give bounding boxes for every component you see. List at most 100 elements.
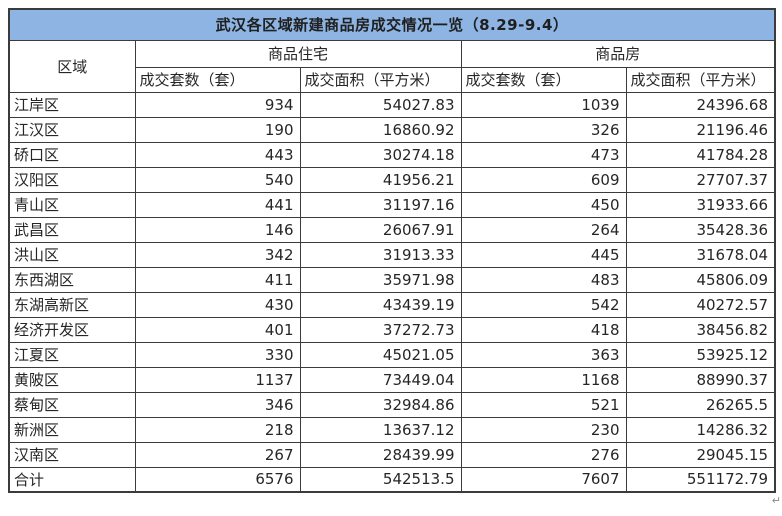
region-cell: 硚口区: [8, 141, 136, 168]
commercial-area-cell: 14286.32: [625, 416, 776, 443]
region-cell: 青山区: [8, 191, 136, 218]
paragraph-return-mark: ↵: [771, 494, 781, 507]
table-row: 武昌区 146 26067.91 264 35428.36: [8, 216, 776, 243]
residential-units-cell: 218: [134, 416, 301, 443]
residential-area-cell: 31913.33: [299, 241, 462, 268]
commercial-units-cell: 326: [460, 116, 627, 143]
table-row: 黄陂区 1137 73449.04 1168 88990.37: [8, 366, 776, 393]
residential-units-cell: 6576: [134, 466, 301, 493]
column-header-residential-units: 成交套数（套）: [134, 66, 301, 93]
group-header-row: 区域 商品住宅 商品房: [8, 39, 776, 93]
commercial-area-cell: 38456.82: [625, 316, 776, 343]
column-group-commercial: 商品房: [460, 39, 776, 68]
commercial-units-cell: 483: [460, 266, 627, 293]
table-title: 武汉各区域新建商品房成交情况一览（8.29-9.4）: [8, 8, 776, 41]
total-row: 合计 6576 542513.5 7607 551172.79: [8, 466, 776, 493]
region-cell: 江汉区: [8, 116, 136, 143]
residential-area-cell: 35971.98: [299, 266, 462, 293]
region-cell: 蔡甸区: [8, 391, 136, 418]
commercial-units-cell: 609: [460, 166, 627, 193]
commercial-units-cell: 473: [460, 141, 627, 168]
commercial-units-cell: 521: [460, 391, 627, 418]
residential-area-cell: 13637.12: [299, 416, 462, 443]
column-header-commercial-units: 成交套数（套）: [460, 66, 627, 93]
table-row: 江岸区 934 54027.83 1039 24396.68: [8, 91, 776, 118]
residential-area-cell: 45021.05: [299, 341, 462, 368]
region-cell: 东西湖区: [8, 266, 136, 293]
title-row: 武汉各区域新建商品房成交情况一览（8.29-9.4）: [8, 8, 776, 41]
commercial-area-cell: 40272.57: [625, 291, 776, 318]
column-group-residential: 商品住宅: [134, 39, 462, 68]
residential-area-cell: 30274.18: [299, 141, 462, 168]
commercial-area-cell: 35428.36: [625, 216, 776, 243]
commercial-area-cell: 41784.28: [625, 141, 776, 168]
transactions-table: 武汉各区域新建商品房成交情况一览（8.29-9.4） 区域 商品住宅 商品房 成…: [8, 8, 777, 493]
column-header-region: 区域: [8, 39, 136, 93]
commercial-area-cell: 29045.15: [625, 441, 776, 468]
commercial-units-cell: 542: [460, 291, 627, 318]
commercial-units-cell: 1039: [460, 91, 627, 118]
residential-units-cell: 190: [134, 116, 301, 143]
commercial-area-cell: 24396.68: [625, 91, 776, 118]
region-cell: 江夏区: [8, 341, 136, 368]
table-row: 江汉区 190 16860.92 326 21196.46: [8, 116, 776, 143]
commercial-units-cell: 264: [460, 216, 627, 243]
commercial-units-cell: 418: [460, 316, 627, 343]
region-cell: 汉南区: [8, 441, 136, 468]
region-cell: 新洲区: [8, 416, 136, 443]
sub-header-row: 成交套数（套） 成交面积（平方米） 成交套数（套） 成交面积（平方米）: [9, 66, 776, 93]
residential-area-cell: 54027.83: [299, 91, 462, 118]
region-cell: 黄陂区: [8, 366, 136, 393]
residential-area-cell: 37272.73: [299, 316, 462, 343]
residential-units-cell: 146: [134, 216, 301, 243]
table-row: 青山区 441 31197.16 450 31933.66: [8, 191, 776, 218]
residential-units-cell: 430: [134, 291, 301, 318]
residential-area-cell: 41956.21: [299, 166, 462, 193]
commercial-units-cell: 7607: [460, 466, 627, 493]
residential-area-cell: 28439.99: [299, 441, 462, 468]
residential-area-cell: 26067.91: [299, 216, 462, 243]
residential-units-cell: 441: [134, 191, 301, 218]
commercial-units-cell: 363: [460, 341, 627, 368]
residential-units-cell: 401: [134, 316, 301, 343]
region-cell: 武昌区: [8, 216, 136, 243]
table-row: 汉阳区 540 41956.21 609 27707.37: [8, 166, 776, 193]
region-cell: 合计: [8, 466, 136, 493]
region-cell: 经济开发区: [8, 316, 136, 343]
residential-area-cell: 32984.86: [299, 391, 462, 418]
table-row: 新洲区 218 13637.12 230 14286.32: [8, 416, 776, 443]
column-header-commercial-area: 成交面积（平方米）: [625, 66, 776, 93]
table-row: 经济开发区 401 37272.73 418 38456.82: [8, 316, 776, 343]
residential-units-cell: 540: [134, 166, 301, 193]
residential-area-cell: 73449.04: [299, 366, 462, 393]
table-row: 江夏区 330 45021.05 363 53925.12: [8, 341, 776, 368]
region-cell: 洪山区: [8, 241, 136, 268]
table-row: 东西湖区 411 35971.98 483 45806.09: [8, 266, 776, 293]
commercial-area-cell: 26265.5: [625, 391, 776, 418]
residential-units-cell: 267: [134, 441, 301, 468]
residential-area-cell: 43439.19: [299, 291, 462, 318]
residential-area-cell: 31197.16: [299, 191, 462, 218]
commercial-units-cell: 1168: [460, 366, 627, 393]
region-cell: 汉阳区: [8, 166, 136, 193]
commercial-units-cell: 230: [460, 416, 627, 443]
residential-units-cell: 346: [134, 391, 301, 418]
table-row: 东湖高新区 430 43439.19 542 40272.57: [8, 291, 776, 318]
commercial-area-cell: 88990.37: [625, 366, 776, 393]
region-cell: 江岸区: [8, 91, 136, 118]
table-row: 洪山区 342 31913.33 445 31678.04: [8, 241, 776, 268]
column-header-residential-area: 成交面积（平方米）: [299, 66, 462, 93]
commercial-units-cell: 276: [460, 441, 627, 468]
commercial-units-cell: 450: [460, 191, 627, 218]
table-row: 汉南区 267 28439.99 276 29045.15: [8, 441, 776, 468]
region-cell: 东湖高新区: [8, 291, 136, 318]
residential-units-cell: 330: [134, 341, 301, 368]
commercial-area-cell: 45806.09: [625, 266, 776, 293]
commercial-units-cell: 445: [460, 241, 627, 268]
residential-units-cell: 1137: [134, 366, 301, 393]
residential-area-cell: 542513.5: [299, 466, 462, 493]
table-row: 蔡甸区 346 32984.86 521 26265.5: [8, 391, 776, 418]
commercial-area-cell: 31678.04: [625, 241, 776, 268]
residential-units-cell: 342: [134, 241, 301, 268]
